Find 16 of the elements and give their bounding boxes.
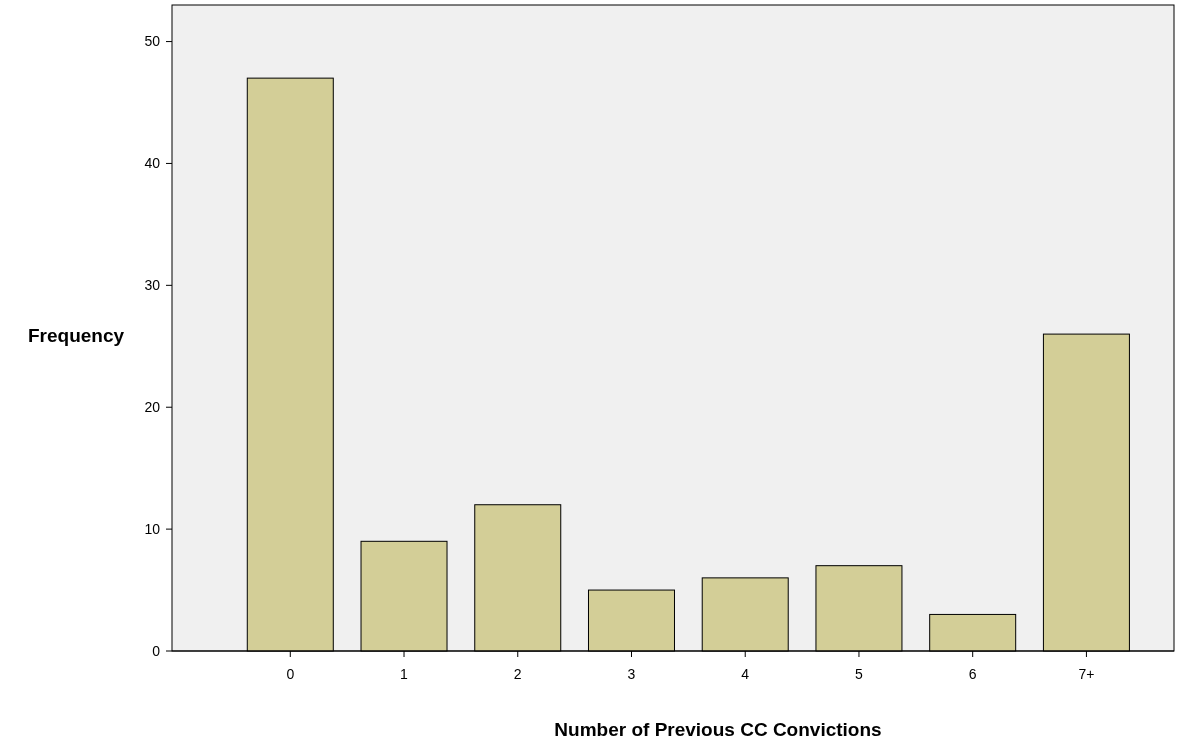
x-tick-label: 7+ [1078, 666, 1095, 682]
y-tick-label: 0 [152, 642, 161, 659]
y-tick-label: 10 [144, 521, 161, 538]
x-tick-label: 0 [286, 666, 295, 682]
y-tick-label: 20 [144, 399, 161, 416]
y-axis-title: Frequency [27, 324, 125, 346]
y-tick-label: 40 [144, 155, 161, 172]
x-axis-title: Number of Previous CC Convictions [554, 719, 882, 740]
x-tick-label: 1 [400, 666, 409, 682]
y-tick-label: 50 [144, 33, 161, 50]
x-tick-label: 5 [855, 666, 864, 682]
x-tick-label: 3 [627, 666, 636, 682]
x-tick-label: 2 [513, 666, 522, 682]
x-tick-label: 4 [741, 666, 750, 682]
x-tick-label: 6 [968, 666, 977, 682]
y-tick-label: 30 [144, 277, 161, 294]
